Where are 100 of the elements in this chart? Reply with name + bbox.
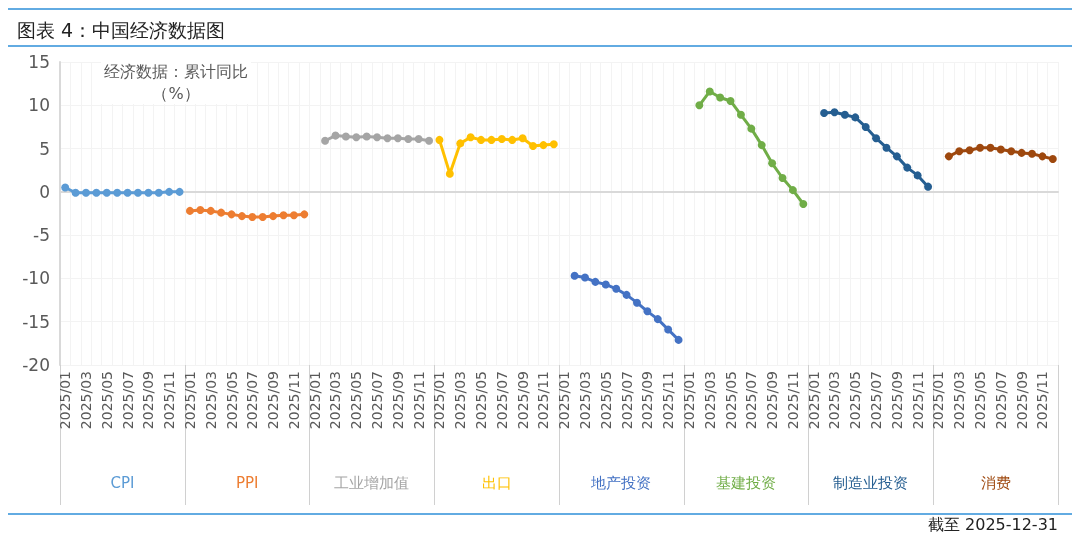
point bbox=[820, 109, 829, 118]
text: 基建投资 bbox=[716, 473, 777, 492]
point bbox=[903, 163, 912, 172]
point bbox=[373, 133, 382, 142]
x-tick-label: 2025/01 bbox=[181, 371, 198, 430]
point bbox=[82, 188, 90, 197]
point bbox=[217, 208, 226, 217]
point bbox=[632, 298, 641, 307]
text: 地产投资 bbox=[590, 473, 652, 492]
x-tick-label: 2025/05 bbox=[223, 371, 240, 430]
text: 制造业投资 bbox=[833, 473, 909, 492]
x-tick-label: 2025/01 bbox=[306, 371, 323, 430]
x-tick-label: 2025/03 bbox=[202, 371, 219, 430]
point bbox=[882, 143, 891, 152]
point bbox=[331, 131, 340, 140]
x-tick-label: 2025/07 bbox=[493, 371, 510, 430]
point bbox=[383, 134, 392, 143]
x-tick-label: 2025/11 bbox=[1034, 371, 1051, 430]
point bbox=[445, 169, 454, 178]
point bbox=[892, 152, 901, 161]
point bbox=[965, 146, 974, 155]
point bbox=[643, 307, 652, 316]
x-tick-label: 2025/11 bbox=[535, 371, 552, 430]
x-tick-label: 2025/05 bbox=[98, 371, 115, 430]
point bbox=[944, 152, 953, 161]
point bbox=[404, 135, 413, 144]
text: 消费 bbox=[980, 473, 1011, 492]
point bbox=[757, 141, 766, 150]
x-tick-label: 2025/11 bbox=[660, 371, 677, 430]
point bbox=[414, 135, 423, 144]
y-tick-label: -5 bbox=[33, 225, 50, 246]
point bbox=[425, 136, 434, 145]
point bbox=[861, 122, 870, 131]
point bbox=[872, 134, 881, 143]
point bbox=[612, 284, 621, 293]
x-tick-label: 2025/03 bbox=[826, 371, 843, 430]
point bbox=[1048, 154, 1057, 163]
point bbox=[175, 187, 184, 196]
text: 截至 2025-12-31 bbox=[927, 514, 1059, 534]
point bbox=[289, 211, 298, 220]
point bbox=[539, 141, 548, 150]
point bbox=[165, 187, 174, 196]
x-tick-label: 2025/07 bbox=[618, 371, 635, 430]
x-tick-label: 2025/07 bbox=[119, 371, 136, 430]
point bbox=[1017, 148, 1026, 157]
y-tick-label: 5 bbox=[39, 138, 50, 159]
point bbox=[508, 135, 517, 144]
x-tick-label: 2025/03 bbox=[576, 371, 593, 430]
point bbox=[466, 133, 475, 142]
point bbox=[352, 133, 361, 142]
y-axis-title: 经济数据：累计同比（%） bbox=[104, 61, 248, 103]
point bbox=[185, 206, 194, 215]
point bbox=[321, 136, 330, 145]
y-tick-label: 10 bbox=[28, 95, 50, 116]
point bbox=[581, 273, 589, 282]
x-tick-label: 2025/05 bbox=[348, 371, 365, 430]
point bbox=[341, 132, 350, 141]
point bbox=[529, 141, 538, 150]
y-tick-label: 15 bbox=[28, 52, 50, 72]
x-tick-label: 2025/09 bbox=[888, 371, 905, 430]
point bbox=[788, 186, 797, 195]
point bbox=[716, 93, 725, 102]
text: 出口 bbox=[481, 473, 512, 492]
point bbox=[248, 212, 257, 221]
point bbox=[477, 135, 486, 144]
point bbox=[1028, 149, 1037, 158]
point bbox=[705, 87, 714, 96]
point bbox=[196, 206, 205, 215]
point bbox=[570, 271, 579, 280]
x-tick-label: 2025/03 bbox=[951, 371, 968, 430]
x-tick-label: 2025/07 bbox=[992, 371, 1009, 430]
point bbox=[830, 108, 839, 117]
x-tick-label: 2025/03 bbox=[701, 371, 718, 430]
x-tick-label: 2025/09 bbox=[1013, 371, 1030, 430]
point bbox=[144, 188, 153, 197]
point bbox=[154, 188, 163, 197]
x-tick-label: 2025/05 bbox=[972, 371, 989, 430]
point bbox=[113, 188, 122, 197]
point bbox=[986, 143, 995, 152]
text: 工业增加值 bbox=[334, 473, 410, 492]
point bbox=[258, 212, 267, 221]
point bbox=[799, 199, 808, 208]
x-tick-label: 2025/03 bbox=[327, 371, 344, 430]
point bbox=[92, 188, 101, 197]
x-tick-label: 2025/03 bbox=[452, 371, 469, 430]
point bbox=[913, 171, 922, 180]
x-tick-label: 2025/11 bbox=[410, 371, 427, 430]
x-tick-label: 2025/09 bbox=[389, 371, 406, 430]
x-tick-label: 2025/07 bbox=[868, 371, 885, 430]
point bbox=[591, 277, 600, 286]
x-tick-label: 2025/09 bbox=[265, 371, 282, 430]
point bbox=[695, 101, 704, 110]
point bbox=[435, 135, 444, 144]
point bbox=[976, 143, 985, 152]
x-tick-label: 2025/05 bbox=[473, 371, 490, 430]
x-tick-label: 2025/09 bbox=[514, 371, 531, 430]
point bbox=[497, 135, 506, 144]
x-tick-label: 2025/01 bbox=[431, 371, 448, 430]
x-tick-label: 2025/11 bbox=[784, 371, 801, 430]
point bbox=[955, 147, 964, 156]
